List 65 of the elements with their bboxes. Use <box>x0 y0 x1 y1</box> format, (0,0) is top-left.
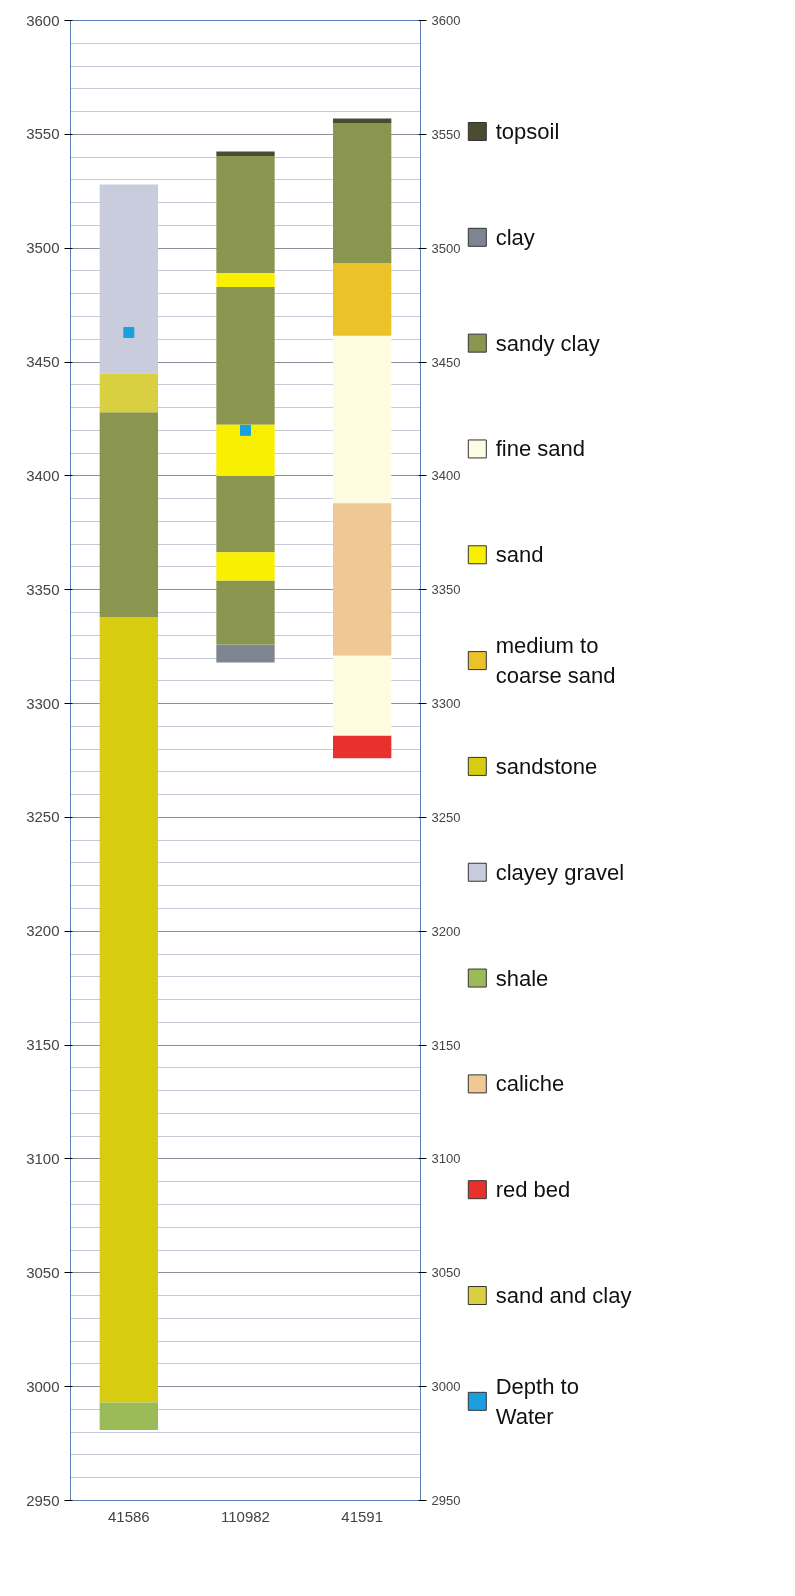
y2-tick-label: 2950 <box>431 1493 461 1508</box>
bar <box>216 424 275 476</box>
bar <box>99 412 158 618</box>
y2-tick-label: 3600 <box>431 13 461 28</box>
bar <box>216 273 275 287</box>
y-tick-label: 3200 <box>26 922 60 940</box>
legend-label: shale <box>495 965 549 991</box>
y-tick-label: 3400 <box>26 466 60 484</box>
legend-label: caliche <box>495 1071 565 1097</box>
bar <box>333 655 392 736</box>
legend-label: sandy clay <box>495 330 600 356</box>
bar <box>99 617 158 1403</box>
y-tick-label: 3050 <box>26 1263 60 1281</box>
bar <box>216 151 275 156</box>
bar <box>216 155 275 274</box>
y2-tick-label: 3100 <box>431 1151 461 1167</box>
y-tick-label: 3350 <box>26 580 60 598</box>
legend-label: clay <box>495 224 535 250</box>
bar <box>216 580 275 645</box>
y2-tick-label: 3350 <box>431 582 461 598</box>
bar <box>333 503 392 656</box>
y-tick-label: 3450 <box>26 353 60 371</box>
y-tick-label: 3250 <box>26 808 60 826</box>
legend-label: Depth to Water <box>495 1373 579 1429</box>
y2-tick-label: 3300 <box>431 696 461 712</box>
bar <box>333 122 392 263</box>
y-tick-label: 3300 <box>26 694 60 712</box>
bar <box>333 735 392 759</box>
y2-tick-label: 3500 <box>431 240 461 256</box>
y-tick-label: 3600 <box>26 11 60 29</box>
y2-tick-label: 3450 <box>431 354 461 370</box>
legend-label: sandstone <box>495 753 598 779</box>
bar <box>216 475 275 553</box>
legend-label: topsoil <box>495 119 560 144</box>
y2-tick-label: 3550 <box>431 126 461 142</box>
y2-tick-label: 3400 <box>431 468 461 484</box>
bar <box>333 118 392 123</box>
bar <box>333 262 392 336</box>
x-tick-label: 41591 <box>341 1507 384 1525</box>
bar <box>216 552 275 581</box>
bar <box>216 286 275 425</box>
y-tick-label: 3100 <box>26 1149 60 1167</box>
bar <box>99 373 158 413</box>
legend-label: sand and clay <box>495 1283 632 1309</box>
bar <box>333 335 392 504</box>
x-tick-label: 41586 <box>107 1507 150 1525</box>
y-tick-label: 2950 <box>26 1491 60 1509</box>
legend-label: red bed <box>495 1177 571 1203</box>
y2-tick-label: 3000 <box>431 1379 461 1395</box>
y2-tick-label: 3050 <box>431 1265 461 1281</box>
legend-label: sand <box>495 542 544 568</box>
y-tick-label: 3550 <box>26 125 60 143</box>
y-tick-label: 3000 <box>26 1377 60 1395</box>
y2-tick-label: 3150 <box>431 1037 461 1053</box>
y2-tick-label: 3250 <box>431 809 461 825</box>
bar <box>99 184 158 374</box>
y2-tick-label: 3200 <box>431 923 461 939</box>
y-tick-label: 3150 <box>26 1036 60 1054</box>
legend-label: clayey gravel <box>495 859 625 885</box>
x-tick-label: 110982 <box>221 1507 270 1525</box>
legend-label: fine sand <box>495 436 585 462</box>
bar <box>99 1402 158 1430</box>
bar <box>216 644 275 663</box>
y-tick-label: 3500 <box>26 239 60 257</box>
legend-label: medium to coarse sand <box>495 633 616 689</box>
